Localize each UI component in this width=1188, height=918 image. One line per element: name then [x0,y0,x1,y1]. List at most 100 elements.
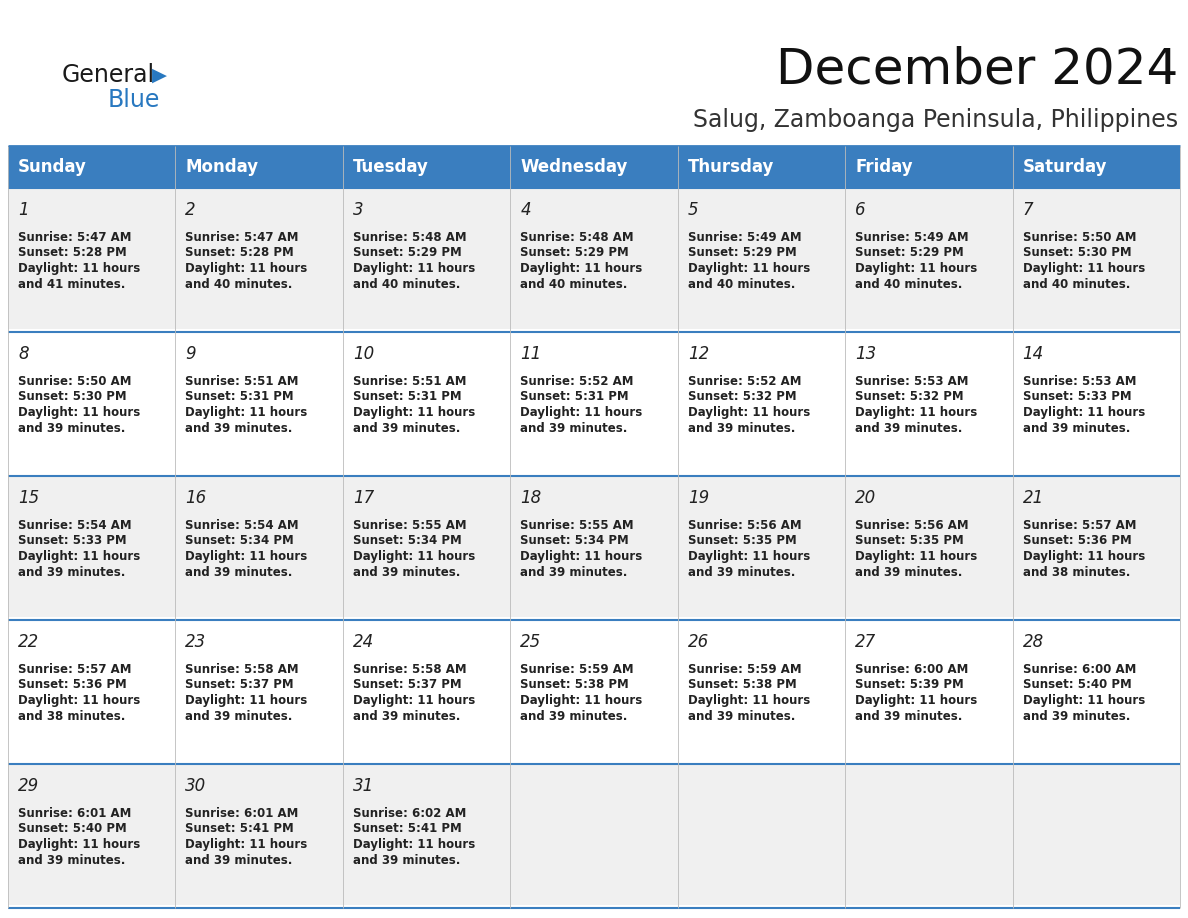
Text: Sunrise: 5:51 AM: Sunrise: 5:51 AM [185,375,299,388]
Text: Sunrise: 6:01 AM: Sunrise: 6:01 AM [18,807,132,820]
Text: Daylight: 11 hours: Daylight: 11 hours [1023,406,1145,419]
Text: and 39 minutes.: and 39 minutes. [688,421,795,434]
Text: 12: 12 [688,345,709,363]
Bar [8,476,1180,617]
Text: Sunset: 5:36 PM: Sunset: 5:36 PM [18,678,127,691]
Bar [8,332,1180,473]
Text: Sunrise: 5:48 AM: Sunrise: 5:48 AM [353,231,467,244]
Text: Sunrise: 5:49 AM: Sunrise: 5:49 AM [688,231,802,244]
Text: and 40 minutes.: and 40 minutes. [855,277,962,290]
Text: 14: 14 [1023,345,1044,363]
Text: Sunset: 5:31 PM: Sunset: 5:31 PM [520,390,628,404]
Bar [343,146,511,188]
Text: Sunset: 5:34 PM: Sunset: 5:34 PM [185,534,295,547]
Text: 1: 1 [18,201,29,219]
Text: 5: 5 [688,201,699,219]
Text: Sunrise: 5:50 AM: Sunrise: 5:50 AM [18,375,132,388]
Text: Sunset: 5:40 PM: Sunset: 5:40 PM [1023,678,1131,691]
Bar [8,188,1180,329]
Text: and 39 minutes.: and 39 minutes. [520,565,627,578]
Text: and 38 minutes.: and 38 minutes. [1023,565,1130,578]
Text: Daylight: 11 hours: Daylight: 11 hours [688,694,810,707]
Text: and 39 minutes.: and 39 minutes. [1023,421,1130,434]
Text: and 40 minutes.: and 40 minutes. [688,277,795,290]
Text: Sunset: 5:41 PM: Sunset: 5:41 PM [185,823,295,835]
Bar [677,146,845,188]
Text: Daylight: 11 hours: Daylight: 11 hours [1023,550,1145,563]
Text: and 39 minutes.: and 39 minutes. [353,710,460,722]
Text: Sunset: 5:33 PM: Sunset: 5:33 PM [1023,390,1131,404]
Text: Thursday: Thursday [688,158,775,176]
Text: 6: 6 [855,201,866,219]
Text: Sunrise: 6:00 AM: Sunrise: 6:00 AM [855,663,968,676]
Text: Sunset: 5:31 PM: Sunset: 5:31 PM [185,390,295,404]
Text: and 39 minutes.: and 39 minutes. [1023,710,1130,722]
Text: Sunset: 5:38 PM: Sunset: 5:38 PM [520,678,628,691]
Text: 31: 31 [353,777,374,795]
Text: 28: 28 [1023,633,1044,651]
Text: Daylight: 11 hours: Daylight: 11 hours [855,406,978,419]
Text: Sunrise: 5:55 AM: Sunrise: 5:55 AM [353,519,467,532]
Text: and 39 minutes.: and 39 minutes. [688,710,795,722]
Text: and 39 minutes.: and 39 minutes. [353,565,460,578]
Text: and 40 minutes.: and 40 minutes. [353,277,460,290]
Text: Daylight: 11 hours: Daylight: 11 hours [18,406,140,419]
Text: Daylight: 11 hours: Daylight: 11 hours [855,550,978,563]
Text: 30: 30 [185,777,207,795]
Text: Daylight: 11 hours: Daylight: 11 hours [18,262,140,275]
Text: Daylight: 11 hours: Daylight: 11 hours [688,406,810,419]
Text: 21: 21 [1023,489,1044,507]
Text: Sunset: 5:37 PM: Sunset: 5:37 PM [185,678,295,691]
Text: 24: 24 [353,633,374,651]
Text: 13: 13 [855,345,877,363]
Text: and 39 minutes.: and 39 minutes. [18,854,126,867]
Text: 25: 25 [520,633,542,651]
Text: Sunset: 5:33 PM: Sunset: 5:33 PM [18,534,127,547]
Text: Sunrise: 5:54 AM: Sunrise: 5:54 AM [18,519,132,532]
Text: Sunset: 5:29 PM: Sunset: 5:29 PM [520,247,628,260]
Text: and 40 minutes.: and 40 minutes. [520,277,627,290]
Text: Sunset: 5:30 PM: Sunset: 5:30 PM [18,390,127,404]
Text: Sunset: 5:29 PM: Sunset: 5:29 PM [688,247,796,260]
Text: Sunset: 5:30 PM: Sunset: 5:30 PM [1023,247,1131,260]
Text: Daylight: 11 hours: Daylight: 11 hours [520,550,643,563]
Text: Sunrise: 5:56 AM: Sunrise: 5:56 AM [688,519,802,532]
Text: Sunrise: 5:56 AM: Sunrise: 5:56 AM [855,519,968,532]
Text: Sunset: 5:41 PM: Sunset: 5:41 PM [353,823,462,835]
Text: Daylight: 11 hours: Daylight: 11 hours [18,838,140,851]
Text: and 41 minutes.: and 41 minutes. [18,277,126,290]
Text: Sunset: 5:29 PM: Sunset: 5:29 PM [353,247,462,260]
Text: Daylight: 11 hours: Daylight: 11 hours [353,838,475,851]
Text: Sunrise: 5:54 AM: Sunrise: 5:54 AM [185,519,299,532]
Text: 19: 19 [688,489,709,507]
Text: Daylight: 11 hours: Daylight: 11 hours [185,262,308,275]
Text: Sunrise: 5:51 AM: Sunrise: 5:51 AM [353,375,467,388]
Bar [511,146,677,188]
Text: 17: 17 [353,489,374,507]
Text: Salug, Zamboanga Peninsula, Philippines: Salug, Zamboanga Peninsula, Philippines [693,108,1178,132]
Text: Sunrise: 5:53 AM: Sunrise: 5:53 AM [1023,375,1136,388]
Text: and 39 minutes.: and 39 minutes. [353,421,460,434]
Text: Sunset: 5:34 PM: Sunset: 5:34 PM [520,534,628,547]
Text: Sunset: 5:35 PM: Sunset: 5:35 PM [688,534,796,547]
Text: Friday: Friday [855,158,912,176]
Text: Sunset: 5:28 PM: Sunset: 5:28 PM [185,247,295,260]
Text: Daylight: 11 hours: Daylight: 11 hours [520,406,643,419]
Text: 27: 27 [855,633,877,651]
Text: Daylight: 11 hours: Daylight: 11 hours [520,694,643,707]
Text: and 39 minutes.: and 39 minutes. [185,854,292,867]
Text: Daylight: 11 hours: Daylight: 11 hours [520,262,643,275]
Text: Sunset: 5:39 PM: Sunset: 5:39 PM [855,678,963,691]
Text: 4: 4 [520,201,531,219]
Bar [1012,146,1180,188]
Text: Sunset: 5:40 PM: Sunset: 5:40 PM [18,823,127,835]
Text: Daylight: 11 hours: Daylight: 11 hours [688,262,810,275]
Text: and 39 minutes.: and 39 minutes. [520,421,627,434]
Text: Daylight: 11 hours: Daylight: 11 hours [353,694,475,707]
Text: Sunrise: 5:57 AM: Sunrise: 5:57 AM [18,663,132,676]
Text: Sunrise: 5:57 AM: Sunrise: 5:57 AM [1023,519,1136,532]
Text: Sunrise: 5:58 AM: Sunrise: 5:58 AM [353,663,467,676]
Text: Sunset: 5:36 PM: Sunset: 5:36 PM [1023,534,1131,547]
Text: Sunset: 5:38 PM: Sunset: 5:38 PM [688,678,796,691]
Text: Daylight: 11 hours: Daylight: 11 hours [353,550,475,563]
